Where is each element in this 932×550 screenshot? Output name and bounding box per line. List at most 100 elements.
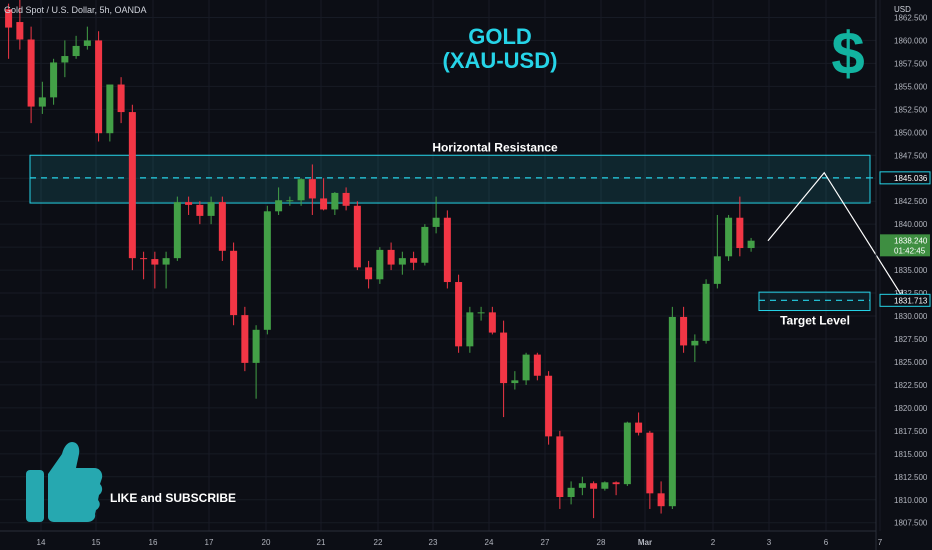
candle-body [50,62,58,98]
candle-body [421,226,429,263]
price-tick-label: 1822.500 [894,381,928,390]
candle-body [95,40,103,134]
time-tick-label: 20 [262,538,271,547]
candle-body [376,249,384,280]
candle-body [365,267,373,280]
price-badges: 1845.036 1831.713 1838.240 01:42:45 [879,171,931,307]
candle-body [218,202,226,251]
time-tick-label: 24 [485,538,494,547]
price-tick-label: 1815.000 [894,450,928,459]
candle-body [83,40,91,46]
candle-body [601,482,609,489]
time-tick-label: 21 [317,538,326,547]
target-price-badge [879,293,931,307]
candle-body [241,315,249,363]
time-tick-label: 2 [711,538,716,547]
resistance-price-text: 1845.036 [894,174,928,183]
candle-body [342,192,350,206]
candle-body [477,312,485,314]
candle-body [556,436,564,498]
price-tick-label: 1827.500 [894,335,928,344]
candle-body [252,329,260,363]
candle-body [38,97,46,107]
candle-body [230,250,238,316]
headline-subtitle: (XAU-USD) [442,48,558,73]
resistance-price-badge [879,171,931,185]
candle-body [320,198,328,210]
price-axis-currency: USD [894,5,911,14]
candle-body [725,217,733,257]
candle-body [398,258,406,265]
candle-body [207,202,215,216]
countdown-text: 01:42:45 [894,246,926,255]
price-axis[interactable]: USD 1862.500 1860.000 1857.500 1855.000 1852… [894,5,928,528]
price-tick-label: 1840.000 [894,220,928,229]
candle-body [545,375,553,437]
price-tick-label: 1842.500 [894,197,928,206]
candle-body [297,179,305,201]
candle-body [623,422,631,485]
candle-body [691,340,699,346]
candle-body [646,432,654,494]
candle-body [331,192,339,210]
candle-body [488,312,496,333]
price-tick-label: 1835.000 [894,266,928,275]
symbol-header: Gold Spot / U.S. Dollar, 5h, OANDA [4,5,147,15]
last-price-badge [880,234,930,257]
price-tick-label: 1807.500 [894,519,928,528]
candle-body [286,200,294,202]
target-label: Target Level [780,314,850,328]
time-tick-label: 16 [149,538,158,547]
candle-body [466,312,474,347]
candle-body [72,45,80,57]
annotation-labels: Horizontal Resistance Target Level [432,140,850,327]
candle-body [275,200,283,212]
time-tick-label: 27 [541,538,550,547]
resistance-zone [29,154,871,204]
target-price-text: 1831.713 [894,296,928,305]
price-tick-label: 1852.500 [894,105,928,114]
dollar-sign-icon: $ [831,20,865,87]
candle-body [106,84,114,134]
price-tick-label: 1820.000 [894,404,928,413]
candle-body [151,259,159,265]
time-axis[interactable]: 14 15 16 17 20 21 22 23 24 27 28 Mar 2 3 6 7 [37,538,883,547]
candle-body [747,240,755,249]
candle-body [263,211,271,330]
candle-body [590,483,598,489]
price-tick-label: 1817.500 [894,427,928,436]
candle-body [533,354,541,376]
projection-path [767,171,904,298]
candle-body [387,249,395,265]
headline-title: GOLD [468,24,532,49]
time-tick-label: 17 [205,538,214,547]
price-tick-label: 1850.000 [894,128,928,137]
time-tick-label: 15 [92,538,101,547]
candle-body [410,258,418,263]
like-subscribe-text[interactable]: LIKE and SUBSCRIBE [110,491,237,505]
price-tick-label: 1862.500 [894,13,928,22]
candle-body [353,205,361,268]
candle-body [61,56,69,63]
last-price-text: 1838.240 [894,236,928,245]
price-tick-label: 1825.000 [894,358,928,367]
candle-body [511,380,519,384]
candle-body [117,84,125,113]
resistance-label: Horizontal Resistance [432,140,558,154]
candle-body [612,482,620,485]
candle-body [702,283,710,341]
price-tick-label: 1857.500 [894,59,928,68]
candle-body [140,258,148,260]
candle-body [736,217,744,249]
candle-body [455,282,463,347]
price-tick-label: 1847.500 [894,151,928,160]
time-tick-label: 28 [597,538,606,547]
candle-body [308,179,316,199]
candle-body [196,204,204,216]
candle-body [578,483,586,488]
grid-lines [0,0,881,531]
candle-body [16,22,24,40]
candle-body [432,217,440,227]
price-tick-label: 1810.000 [894,496,928,505]
